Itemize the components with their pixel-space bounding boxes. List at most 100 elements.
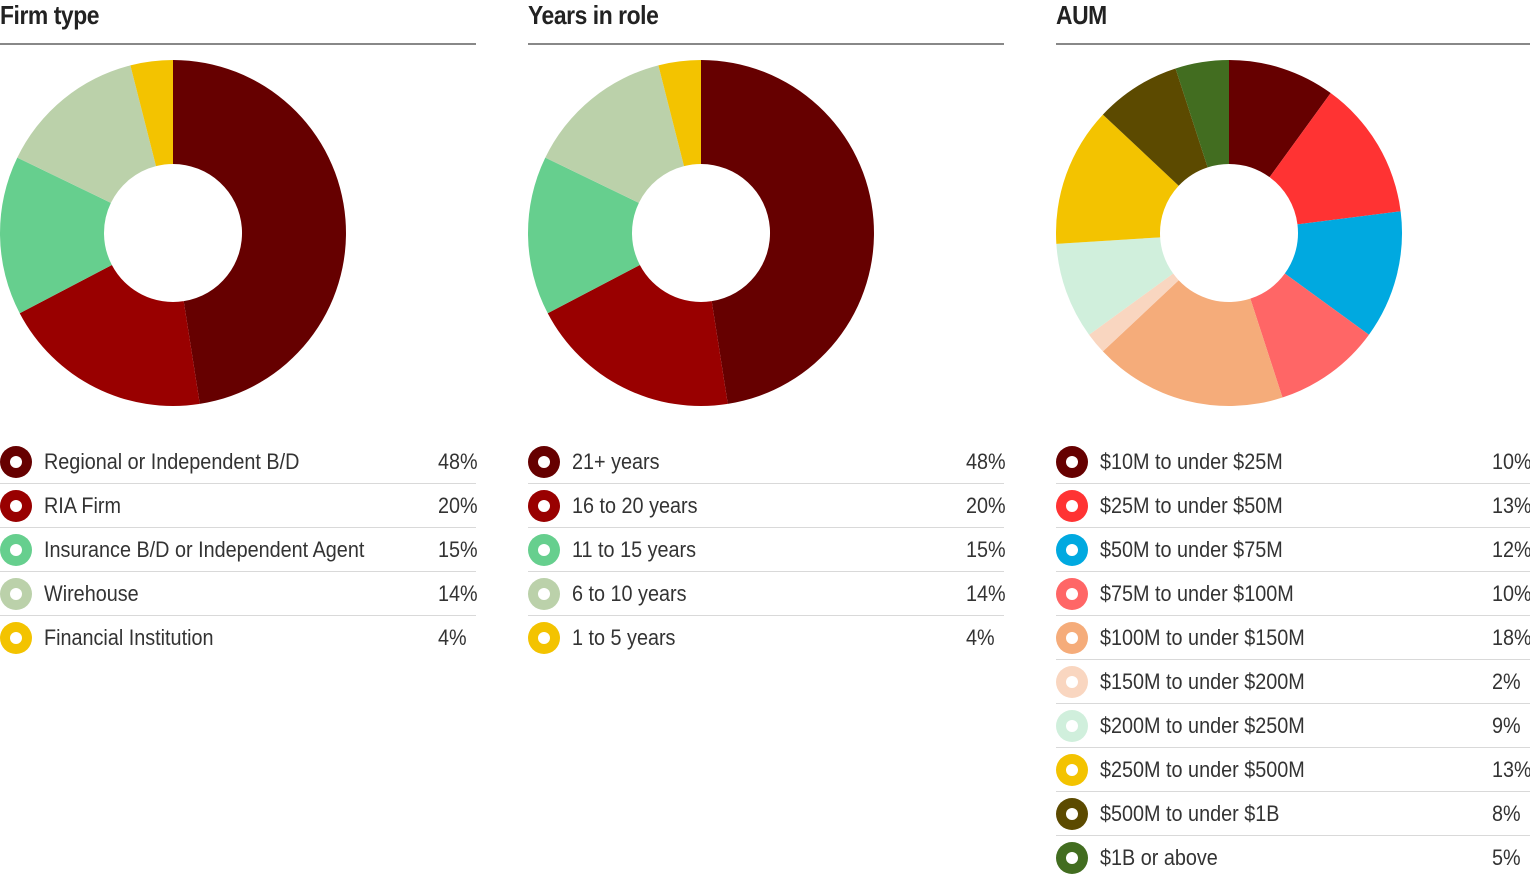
legend-swatch-icon — [1056, 666, 1088, 698]
slice-11-to-15-years — [528, 157, 640, 314]
legend-value: 13% — [1492, 757, 1530, 782]
slice-200m-to-under-250m — [1056, 237, 1174, 335]
slice-100m-to-under-150m — [1102, 280, 1283, 406]
legend-label: $150M to under $200M — [1100, 669, 1305, 694]
slice-250m-to-under-500m — [1056, 114, 1179, 244]
legend-item-wirehouse: Wirehouse 14% — [0, 572, 478, 616]
years-in-role-legend: 21+ years 48% 16 to 20 years 20% 11 to 15 ye… — [528, 440, 1006, 660]
legend-label: $100M to under $150M — [1100, 625, 1305, 650]
legend-swatch-icon — [528, 578, 560, 610]
legend-swatch-icon — [1056, 798, 1088, 830]
legend-item-200m-to-under-250m: $200M to under $250M 9% — [1056, 704, 1530, 748]
legend-item-ria-firm: RIA Firm 20% — [0, 484, 478, 528]
legend-label: 21+ years — [572, 449, 660, 474]
legend-swatch-icon — [0, 534, 32, 566]
firm-type-legend: Regional or Independent B/D 48% RIA Firm 20… — [0, 440, 478, 660]
legend-item-150m-to-under-200m: $150M to under $200M 2% — [1056, 660, 1530, 704]
legend-value: 15% — [966, 537, 1006, 562]
aum-donut — [1056, 60, 1403, 406]
legend-item-75m-to-under-100m: $75M to under $100M 10% — [1056, 572, 1530, 616]
slice-50m-to-under-75m — [1284, 211, 1403, 335]
legend-label: $10M to under $25M — [1100, 449, 1283, 474]
legend-value: 10% — [1492, 581, 1530, 606]
legend-swatch-icon — [0, 490, 32, 522]
legend-swatch-icon — [1056, 842, 1088, 874]
slice-regional-or-independent-b-d — [173, 60, 346, 404]
legend-swatch-icon — [528, 490, 560, 522]
legend-swatch-icon — [1056, 754, 1088, 786]
legend-value: 10% — [1492, 449, 1530, 474]
legend-value: 4% — [966, 625, 995, 650]
legend-label: $1B or above — [1100, 845, 1218, 870]
legend-label: RIA Firm — [44, 493, 122, 518]
legend-value: 15% — [438, 537, 478, 562]
title-rule — [0, 43, 476, 45]
slice-ria-firm — [19, 264, 200, 406]
years-in-role-donut — [528, 60, 874, 406]
legend-label: $25M to under $50M — [1100, 493, 1283, 518]
legend-label: Regional or Independent B/D — [44, 449, 300, 474]
chart-title: Years in role — [528, 0, 659, 30]
legend-value: 14% — [966, 581, 1006, 606]
legend-item-500m-to-under-1b: $500M to under $1B 8% — [1056, 792, 1530, 836]
legend-swatch-icon — [0, 578, 32, 610]
legend-item-16-to-20-years: 16 to 20 years 20% — [528, 484, 1006, 528]
legend-swatch-icon — [0, 446, 32, 478]
legend-swatch-icon — [1056, 446, 1088, 478]
title-rule — [528, 43, 1004, 45]
legend-value: 2% — [1492, 669, 1521, 694]
slice-10m-to-under-25m — [1229, 60, 1331, 178]
slice-21-years — [701, 60, 874, 404]
legend-swatch-icon — [1056, 490, 1088, 522]
legend-swatch-icon — [528, 534, 560, 566]
legend-value: 18% — [1492, 625, 1530, 650]
legend-swatch-icon — [1056, 534, 1088, 566]
slice-wirehouse — [17, 65, 157, 203]
slice-1-to-5-years — [658, 60, 701, 167]
legend-item-21-years: 21+ years 48% — [528, 440, 1006, 484]
legend-swatch-icon — [1056, 578, 1088, 610]
slice-500m-to-under-1b — [1102, 68, 1208, 186]
legend-value: 9% — [1492, 713, 1521, 738]
legend-swatch-icon — [1056, 622, 1088, 654]
firm-type-donut — [0, 60, 346, 406]
legend-label: Wirehouse — [44, 581, 139, 606]
slice-financial-institution — [130, 60, 173, 167]
legend-label: Insurance B/D or Independent Agent — [44, 537, 365, 562]
legend-item-50m-to-under-75m: $50M to under $75M 12% — [1056, 528, 1530, 572]
legend-item-1b-or-above: $1B or above 5% — [1056, 836, 1530, 880]
legend-label: 11 to 15 years — [572, 537, 697, 562]
legend-label: $500M to under $1B — [1100, 801, 1280, 826]
legend-item-100m-to-under-150m: $100M to under $150M 18% — [1056, 616, 1530, 660]
legend-swatch-icon — [528, 446, 560, 478]
slice-1b-or-above — [1175, 60, 1229, 168]
legend-value: 4% — [438, 625, 467, 650]
chart-title: AUM — [1056, 0, 1107, 30]
legend-item-6-to-10-years: 6 to 10 years 14% — [528, 572, 1006, 616]
slice-25m-to-under-50m — [1269, 93, 1401, 225]
legend-label: $250M to under $500M — [1100, 757, 1305, 782]
slice-6-to-10-years — [545, 65, 685, 203]
legend-label: $75M to under $100M — [1100, 581, 1294, 606]
legend-value: 20% — [966, 493, 1006, 518]
legend-value: 12% — [1492, 537, 1530, 562]
legend-item-10m-to-under-25m: $10M to under $25M 10% — [1056, 440, 1530, 484]
legend-item-regional-or-independent-b-d: Regional or Independent B/D 48% — [0, 440, 478, 484]
legend-label: $200M to under $250M — [1100, 713, 1305, 738]
slice-insurance-b-d-or-independent-agent — [0, 157, 112, 314]
legend-value: 13% — [1492, 493, 1530, 518]
legend-value: 8% — [1492, 801, 1521, 826]
legend-item-financial-institution: Financial Institution 4% — [0, 616, 476, 660]
legend-label: 6 to 10 years — [572, 581, 687, 606]
legend-label: 1 to 5 years — [572, 625, 676, 650]
legend-item-1-to-5-years: 1 to 5 years 4% — [528, 616, 1004, 660]
legend-swatch-icon — [528, 622, 560, 654]
legend-item-250m-to-under-500m: $250M to under $500M 13% — [1056, 748, 1530, 792]
slice-150m-to-under-200m — [1089, 273, 1179, 352]
legend-value: 14% — [438, 581, 478, 606]
legend-value: 5% — [1492, 845, 1521, 870]
legend-item-insurance-b-d-or-independent-agent: Insurance B/D or Independent Agent 15% — [0, 528, 478, 572]
legend-item-25m-to-under-50m: $25M to under $50M 13% — [1056, 484, 1530, 528]
slice-75m-to-under-100m — [1250, 273, 1369, 398]
legend-value: 48% — [966, 449, 1006, 474]
